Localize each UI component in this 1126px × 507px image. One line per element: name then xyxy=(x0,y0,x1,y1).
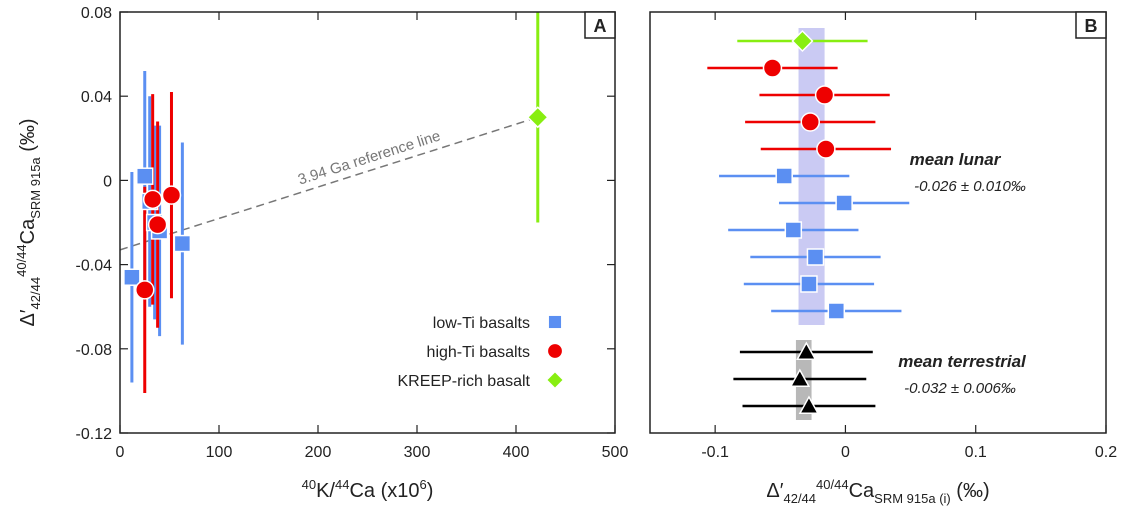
y-tick-label: -0.04 xyxy=(76,258,113,275)
reference-line-label: 3.94 Ga reference line xyxy=(296,127,443,188)
marker xyxy=(136,167,154,185)
marker xyxy=(545,370,565,390)
marker xyxy=(800,275,818,293)
x-tick-label: 0 xyxy=(116,444,125,461)
y-tick-label: 0.04 xyxy=(81,89,112,106)
axis-label: Δ′42/4440/44CaSRM 915a (‰) xyxy=(14,118,43,326)
axis-label-part: Ca (x10 xyxy=(349,480,419,502)
marker xyxy=(147,214,168,235)
axis-label-part: 40/44 xyxy=(14,244,29,277)
band-label: mean lunar xyxy=(910,150,1002,169)
panel-label: A xyxy=(594,16,607,36)
axis-label: Δ′42/4440/44CaSRM 915a (i) (‰) xyxy=(766,477,989,506)
axis-label-part: SRM 915a xyxy=(28,157,43,219)
axis-label-part: Δ′ xyxy=(766,480,783,502)
marker xyxy=(806,248,825,266)
x-tick-label: 200 xyxy=(305,444,332,461)
axis-label-part: 40/44 xyxy=(816,477,849,492)
band-value: -0.032 ± 0.006‰ xyxy=(904,380,1016,397)
axis-label: 40K/44Ca (x106) xyxy=(302,477,434,502)
marker xyxy=(526,106,549,129)
y-tick-label: -0.12 xyxy=(76,426,113,443)
marker xyxy=(827,302,846,320)
axis-label-part: 42/44 xyxy=(28,277,43,310)
y-tick-label: 0 xyxy=(103,173,112,190)
marker xyxy=(173,234,192,253)
x-tick-label: 400 xyxy=(503,444,530,461)
marker xyxy=(784,221,803,239)
axis-label-part: SRM 915a (i) xyxy=(874,491,951,506)
band-label: mean terrestrial xyxy=(898,352,1027,371)
marker xyxy=(796,341,817,360)
legend-label: high-Ti basalts xyxy=(427,344,530,361)
legend-label: KREEP-rich basalt xyxy=(398,373,531,390)
axis-label-part: Δ′ xyxy=(17,309,39,326)
marker xyxy=(142,189,163,210)
panel-label-box xyxy=(1075,11,1107,39)
x-tick-label: -0.1 xyxy=(701,444,729,461)
marker xyxy=(123,268,141,286)
marker xyxy=(789,368,811,387)
marker xyxy=(762,58,783,78)
marker xyxy=(816,139,836,159)
marker xyxy=(547,314,563,330)
x-tick-label: 0.1 xyxy=(965,444,987,461)
marker xyxy=(546,342,564,360)
x-tick-label: 0 xyxy=(841,444,850,461)
axis-label-part: Ca xyxy=(849,480,875,502)
marker xyxy=(775,167,793,185)
panel-label-box xyxy=(584,11,616,39)
axis-label-part: (‰) xyxy=(17,118,39,157)
marker xyxy=(161,185,182,205)
axis-label-part: (‰) xyxy=(951,480,990,502)
marker xyxy=(835,194,853,212)
marker xyxy=(135,280,155,300)
x-tick-label: 0.2 xyxy=(1095,444,1117,461)
legend-label: low-Ti basalts xyxy=(433,315,530,332)
axis-label-part: 42/44 xyxy=(783,491,816,506)
marker xyxy=(800,112,821,132)
panel-label: B xyxy=(1085,16,1098,36)
axis-label-part: Ca xyxy=(17,218,39,244)
plot-frame xyxy=(649,11,1107,434)
marker xyxy=(791,29,814,53)
reference-line xyxy=(119,116,539,251)
band-value: -0.026 ± 0.010‰ xyxy=(914,178,1026,195)
axis-label-part: 44 xyxy=(335,477,349,492)
marker xyxy=(798,395,820,414)
marker xyxy=(814,85,835,105)
y-tick-label: -0.08 xyxy=(76,342,113,359)
plot-frame xyxy=(119,11,616,434)
x-tick-label: 300 xyxy=(404,444,431,461)
y-tick-label: 0.08 xyxy=(81,5,112,22)
axis-label-part: ) xyxy=(427,480,434,502)
x-tick-label: 500 xyxy=(602,444,629,461)
axis-label-part: 40 xyxy=(302,477,316,492)
x-tick-label: 100 xyxy=(206,444,233,461)
axis-label-part: K/ xyxy=(316,480,335,502)
axis-label-part: 6 xyxy=(419,477,426,492)
